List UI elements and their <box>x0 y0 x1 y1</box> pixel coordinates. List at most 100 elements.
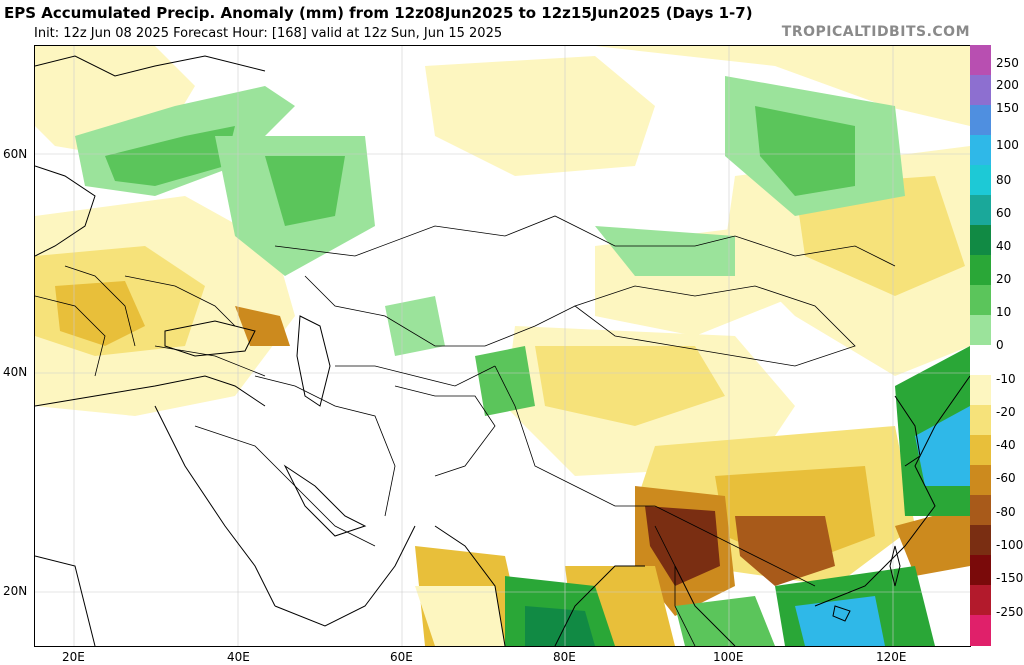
colorbar-swatch <box>970 135 991 166</box>
colorbar-swatch <box>970 255 991 286</box>
coast-red-sea <box>154 405 276 607</box>
lon-label-60e: 60E <box>390 650 413 664</box>
coastlines <box>35 55 970 646</box>
colorbar-swatch <box>970 585 991 616</box>
colorbar-swatch <box>970 315 991 346</box>
colorbar-label: 10 <box>996 305 1012 319</box>
wet-area-baikal <box>595 226 735 276</box>
dry-area-siberia-east <box>595 46 970 126</box>
coast-china <box>814 375 970 607</box>
wet-area-indochina <box>675 596 775 646</box>
lat-label-40n: 40N <box>3 365 28 379</box>
coast-korea <box>894 395 921 467</box>
anomaly-fields <box>35 46 970 646</box>
coast-caspian <box>296 315 331 407</box>
border-mongolia <box>574 285 856 367</box>
colorbar-swatch <box>970 45 991 76</box>
brand-watermark: TROPICALTIDBITS.COM <box>781 24 970 40</box>
border-china-south <box>654 505 816 587</box>
colorbar-label: 150 <box>996 101 1019 115</box>
colorbar-label: 60 <box>996 206 1012 220</box>
wet-area-central-asia <box>385 296 445 356</box>
dry-area-balkans <box>55 281 145 346</box>
coast-india <box>434 525 506 646</box>
wet-area-east-siberia-core <box>755 106 855 196</box>
dry-area-philippines <box>895 506 970 576</box>
border-europe-1 <box>64 265 136 347</box>
lat-label-60n: 60N <box>3 147 28 161</box>
colorbar-swatch <box>970 435 991 466</box>
wet-area-scs-core <box>795 596 885 646</box>
wet-area-japan-core <box>915 406 970 486</box>
lon-label-40e: 40E <box>227 650 250 664</box>
dry-area-yunnan <box>735 516 835 586</box>
colorbar-swatch <box>970 105 991 136</box>
colorbar-label: 0 <box>996 338 1004 352</box>
colorbar-label: -80 <box>996 505 1016 519</box>
colorbar-label: 250 <box>996 56 1019 70</box>
colorbar-label: -100 <box>996 538 1024 552</box>
map-canvas <box>35 46 970 646</box>
dry-area-siberia-north <box>425 56 655 176</box>
colorbar-label: 40 <box>996 239 1012 253</box>
lon-label-100e: 100E <box>713 650 744 664</box>
colorbar-swatch <box>970 525 991 556</box>
wet-area-scandinavia-core <box>105 126 235 186</box>
coast-black-sea <box>164 320 256 357</box>
precip-colorbar <box>970 45 991 646</box>
coast-arabia <box>274 525 416 627</box>
border-china-west <box>494 365 655 507</box>
colorbar-swatch <box>970 345 991 376</box>
coast-europe <box>35 165 96 257</box>
colorbar-label: -250 <box>996 605 1024 619</box>
dry-area-arabia-edge <box>415 586 505 646</box>
colorbar-label: -150 <box>996 571 1024 585</box>
wet-area-west-siberia-core <box>265 156 345 226</box>
colorbar-swatch <box>970 495 991 526</box>
map-subtitle: Init: 12z Jun 08 2025 Forecast Hour: [16… <box>34 26 503 41</box>
border-saudi <box>194 425 376 547</box>
border-ukraine <box>124 275 236 327</box>
coast-taiwan <box>889 545 901 587</box>
wet-area-pamir <box>475 346 535 416</box>
colorbar-swatch <box>970 165 991 196</box>
colorbar-label: -20 <box>996 405 1016 419</box>
colorbar-swatch <box>970 195 991 226</box>
coast-hainan <box>832 605 851 622</box>
lat-label-20n: 20N <box>3 584 28 598</box>
border-russia-south <box>274 215 896 267</box>
colorbar-label: -40 <box>996 438 1016 452</box>
coast-india-east <box>554 565 645 646</box>
colorbar-swatch <box>970 285 991 316</box>
lon-label-120e: 120E <box>876 650 907 664</box>
dry-area-caucasus <box>235 306 290 346</box>
border-iran <box>254 375 396 517</box>
precip-anomaly-map <box>34 45 971 647</box>
wet-area-bay-core <box>525 606 595 646</box>
border-myanmar <box>654 525 696 646</box>
coast-med <box>35 375 266 407</box>
country-borders <box>35 215 896 646</box>
colorbar-label: -10 <box>996 372 1016 386</box>
colorbar-label: 20 <box>996 272 1012 286</box>
colorbar-swatch <box>970 555 991 586</box>
colorbar-swatch <box>970 375 991 406</box>
colorbar-label: 100 <box>996 138 1019 152</box>
border-afghanistan <box>394 385 496 477</box>
map-title: EPS Accumulated Precip. Anomaly (mm) fro… <box>4 4 753 22</box>
coast-persian-gulf <box>283 464 367 537</box>
coast-arctic <box>35 55 266 77</box>
coast-indochina <box>674 565 736 646</box>
colorbar-swatch <box>970 615 991 646</box>
colorbar-label: 80 <box>996 173 1012 187</box>
colorbar-swatch <box>970 75 991 106</box>
colorbar-label: 200 <box>996 78 1019 92</box>
border-kazakhstan <box>304 275 576 347</box>
colorbar-label: -60 <box>996 471 1016 485</box>
colorbar-swatch <box>970 225 991 256</box>
dry-area-tibet-mid <box>535 346 725 426</box>
colorbar-swatch <box>970 465 991 496</box>
dry-area-myanmar-core <box>645 506 720 586</box>
colorbar-swatch <box>970 405 991 436</box>
lon-label-80e: 80E <box>553 650 576 664</box>
